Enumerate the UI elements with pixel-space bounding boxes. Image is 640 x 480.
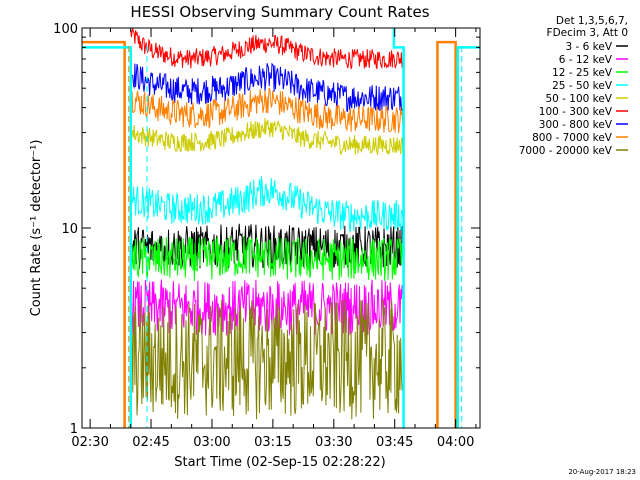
state-step-line-3 bbox=[392, 28, 405, 428]
legend-header-line: FDecim 3, Att 0 bbox=[547, 27, 628, 39]
legend-entry-label: 6 - 12 keV bbox=[559, 54, 613, 66]
instrument-state-lines bbox=[82, 28, 480, 428]
series-line-3 bbox=[130, 87, 404, 134]
x-tick-label: 03:45 bbox=[376, 435, 413, 450]
x-axis-label: Start Time (02-Sep-15 02:28:22) bbox=[174, 455, 385, 470]
state-step-line-5 bbox=[456, 46, 480, 428]
legend-entry-label: 300 - 800 keV bbox=[539, 119, 613, 131]
y-tick-label: 1 bbox=[70, 422, 78, 437]
series-layer bbox=[130, 27, 404, 420]
legend-entry-label: 25 - 50 keV bbox=[552, 80, 613, 92]
x-tick-label: 04:00 bbox=[437, 435, 474, 450]
footer-timestamp: 20-Aug-2017 18:23 bbox=[568, 468, 636, 476]
state-step-line-4 bbox=[436, 40, 457, 428]
x-tick-label: 02:45 bbox=[132, 435, 169, 450]
state-step-line-2 bbox=[82, 46, 132, 428]
legend-header-line: Det 1,3,5,6,7, bbox=[556, 15, 628, 27]
y-axis: 1 10 100 bbox=[53, 22, 480, 437]
legend-entry-label: 3 - 6 keV bbox=[565, 41, 612, 53]
legend-entry-label: 800 - 7000 keV bbox=[532, 132, 613, 144]
series-line-5 bbox=[130, 176, 404, 233]
chart-title: HESSI Observing Summary Count Rates bbox=[130, 3, 429, 21]
x-tick-label: 03:00 bbox=[193, 435, 230, 450]
x-tick-label: 03:30 bbox=[315, 435, 352, 450]
series-line-2 bbox=[130, 62, 404, 113]
legend-entry-label: 100 - 300 keV bbox=[539, 106, 613, 118]
legend: Det 1,3,5,6,7,FDecim 3, Att 0 3 - 6 keV6 … bbox=[519, 15, 628, 157]
x-axis: 02:30 02:45 03:00 03:15 03:30 03:45 04:00 bbox=[71, 28, 477, 450]
series-line-4 bbox=[130, 117, 404, 156]
series-line-9 bbox=[130, 299, 404, 420]
legend-entry-label: 50 - 100 keV bbox=[545, 93, 612, 105]
series-line-1 bbox=[130, 27, 404, 70]
y-tick-label: 10 bbox=[61, 222, 78, 237]
state-step-line-1 bbox=[82, 40, 126, 428]
legend-entry-label: 7000 - 20000 keV bbox=[519, 145, 613, 157]
series-line-7 bbox=[130, 235, 404, 281]
x-tick-label: 03:15 bbox=[254, 435, 291, 450]
y-axis-label: Count Rate (s⁻¹ detector⁻¹) bbox=[29, 140, 44, 317]
legend-entry-label: 12 - 25 keV bbox=[552, 67, 613, 79]
y-tick-label: 100 bbox=[53, 22, 78, 37]
x-tick-label: 02:30 bbox=[71, 435, 108, 450]
